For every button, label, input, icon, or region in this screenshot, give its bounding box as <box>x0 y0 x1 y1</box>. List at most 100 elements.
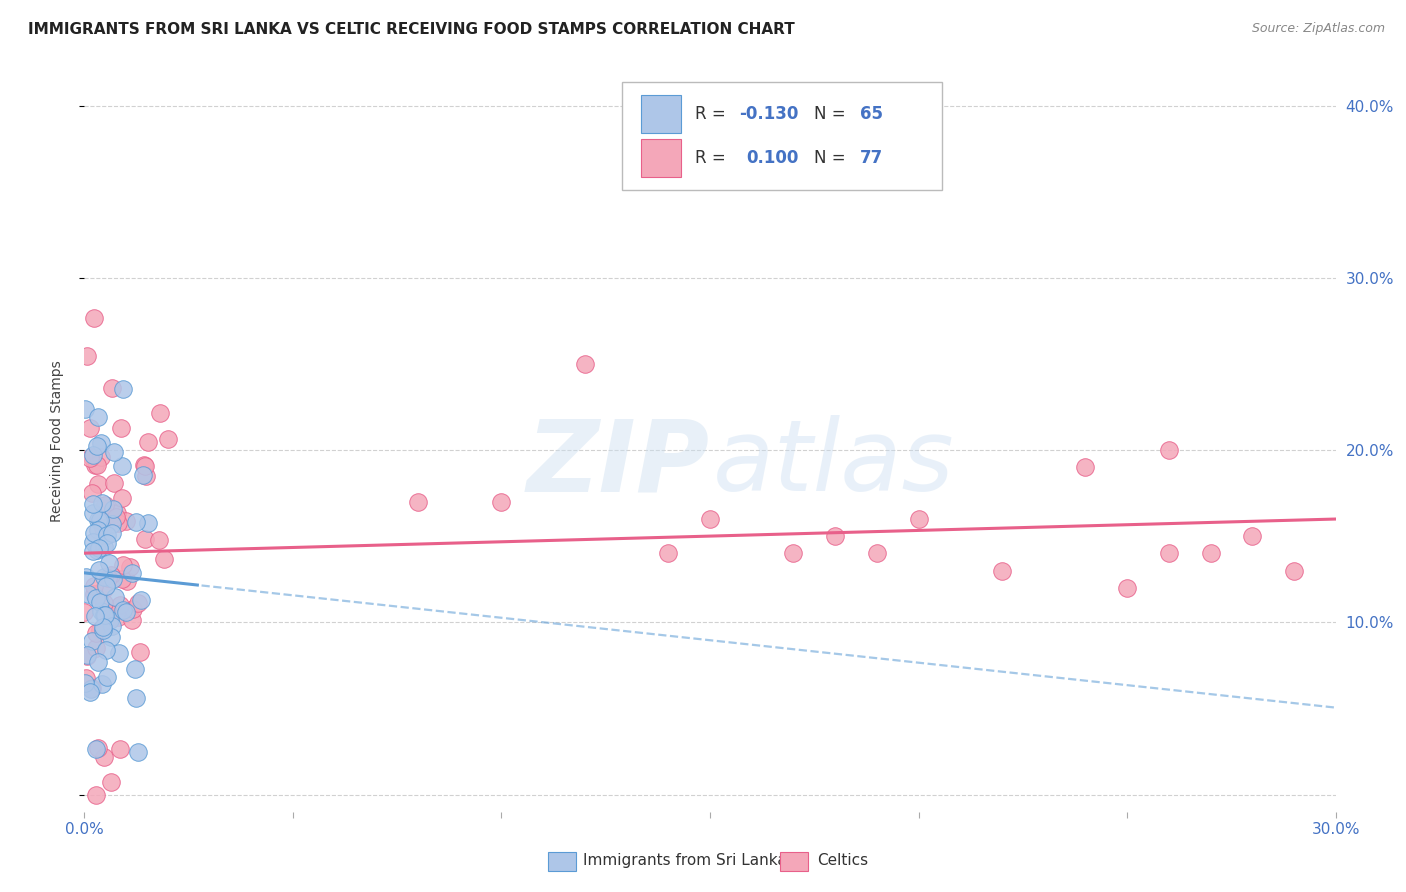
Point <box>110 598 132 612</box>
Point <box>80 682 103 697</box>
Point <box>103 475 125 490</box>
Point <box>127 745 149 759</box>
Point <box>86 543 108 558</box>
Point <box>101 502 124 516</box>
Point <box>82 544 104 558</box>
Point <box>96 643 118 657</box>
Point <box>89 595 111 609</box>
Point <box>94 608 117 623</box>
Point <box>91 496 114 510</box>
Point <box>87 409 110 424</box>
Text: N =: N = <box>814 149 851 167</box>
Point <box>82 634 104 648</box>
Point <box>94 579 117 593</box>
Point <box>115 605 138 619</box>
Point <box>87 564 110 578</box>
Point <box>87 513 110 527</box>
Point <box>134 458 156 473</box>
Point <box>127 597 149 611</box>
Point <box>149 406 172 420</box>
Point <box>107 516 129 531</box>
Point <box>93 749 115 764</box>
Point <box>491 495 513 509</box>
Point <box>156 432 179 446</box>
Point <box>93 596 115 610</box>
Text: 0.100: 0.100 <box>747 149 799 167</box>
Point <box>83 525 105 540</box>
Point <box>120 560 142 574</box>
Point <box>111 558 134 572</box>
Point <box>104 509 127 524</box>
Point <box>406 495 429 509</box>
Point <box>1157 443 1180 458</box>
Point <box>97 612 120 626</box>
Point <box>98 556 121 570</box>
Point <box>86 439 108 453</box>
Point <box>129 645 152 659</box>
Point <box>96 670 118 684</box>
Point <box>90 450 112 465</box>
Point <box>97 605 120 619</box>
Point <box>91 620 114 634</box>
Point <box>132 467 155 482</box>
Point <box>107 610 129 624</box>
Point <box>97 570 120 584</box>
Text: 65: 65 <box>860 105 883 123</box>
Point <box>82 450 104 465</box>
Text: 77: 77 <box>860 149 883 167</box>
Point <box>153 552 176 566</box>
Point <box>90 435 112 450</box>
Point <box>782 546 804 560</box>
Point <box>657 546 679 560</box>
Point <box>93 540 115 554</box>
Point <box>84 591 107 606</box>
Point <box>86 458 108 472</box>
Point <box>1074 460 1097 475</box>
Point <box>100 630 122 644</box>
Point <box>82 497 104 511</box>
Point <box>84 641 107 656</box>
Text: N =: N = <box>814 105 851 123</box>
Point <box>87 476 110 491</box>
Point <box>98 613 121 627</box>
Text: ZIP: ZIP <box>527 416 710 512</box>
Point <box>90 677 112 691</box>
Point <box>77 587 100 601</box>
Point <box>134 533 156 547</box>
Point <box>76 349 98 363</box>
Point <box>1241 529 1264 543</box>
FancyBboxPatch shape <box>641 95 682 133</box>
Point <box>115 574 138 588</box>
Point <box>100 568 122 582</box>
Point <box>111 572 134 586</box>
Point <box>1282 564 1305 578</box>
Point <box>115 515 138 529</box>
Point <box>991 564 1014 578</box>
Text: IMMIGRANTS FROM SRI LANKA VS CELTIC RECEIVING FOOD STAMPS CORRELATION CHART: IMMIGRANTS FROM SRI LANKA VS CELTIC RECE… <box>28 22 794 37</box>
Text: atlas: atlas <box>713 416 955 512</box>
Text: -0.130: -0.130 <box>738 105 799 123</box>
Point <box>83 579 105 593</box>
Point <box>100 525 122 540</box>
Point <box>87 523 110 537</box>
Point <box>101 573 124 587</box>
Point <box>82 535 104 549</box>
Point <box>1157 546 1180 560</box>
Point <box>76 648 98 663</box>
FancyBboxPatch shape <box>641 139 682 178</box>
Point <box>108 742 131 756</box>
Point <box>89 624 111 638</box>
Point <box>907 512 929 526</box>
Point <box>73 605 96 619</box>
Point <box>111 602 134 616</box>
Point <box>96 528 118 542</box>
Point <box>93 582 115 596</box>
Point <box>124 662 146 676</box>
Point <box>91 521 114 535</box>
Point <box>104 591 127 605</box>
Point <box>84 788 107 802</box>
Point <box>129 593 152 607</box>
Point <box>574 357 596 371</box>
Point <box>112 382 135 396</box>
Text: R =: R = <box>695 149 737 167</box>
